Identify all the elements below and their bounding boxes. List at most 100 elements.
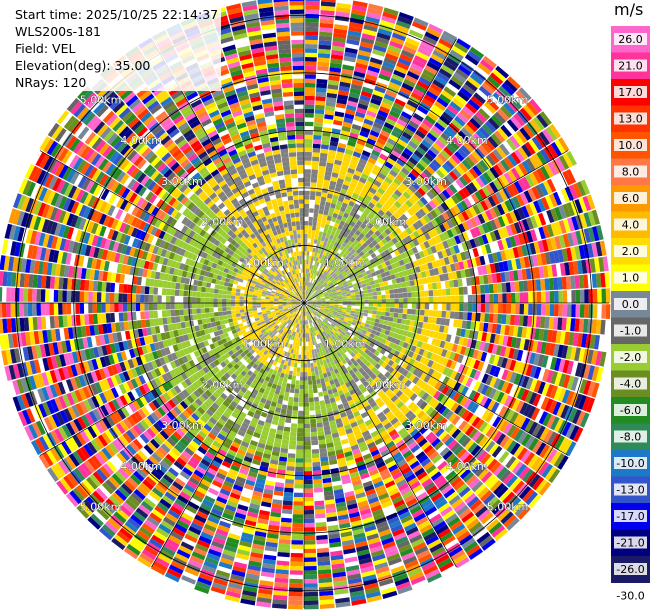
gate <box>289 257 293 262</box>
gate <box>86 476 98 490</box>
gate <box>131 227 139 238</box>
gate <box>143 164 154 175</box>
gate <box>184 378 192 387</box>
gate <box>271 88 282 94</box>
gate <box>5 349 13 365</box>
gate <box>265 233 271 240</box>
gate <box>260 89 271 96</box>
gate <box>401 82 414 92</box>
gate <box>291 300 296 302</box>
gate <box>162 232 170 241</box>
gate <box>313 270 317 275</box>
gate <box>421 139 432 149</box>
gate <box>137 268 144 277</box>
gate <box>75 291 80 302</box>
gate <box>206 371 214 379</box>
gate <box>344 255 350 261</box>
gate <box>137 108 150 120</box>
gate <box>267 336 273 342</box>
gate <box>362 286 368 291</box>
gate <box>49 207 59 221</box>
gate <box>319 278 323 283</box>
gate <box>102 110 115 124</box>
gate <box>219 280 225 286</box>
gate <box>494 130 506 143</box>
gate <box>263 36 277 43</box>
gate <box>300 268 303 273</box>
gate <box>275 292 280 295</box>
gate <box>132 438 143 450</box>
gate <box>390 263 397 269</box>
gate <box>140 199 149 210</box>
gate <box>266 291 272 294</box>
gate <box>107 401 117 413</box>
gate <box>230 232 237 240</box>
gate <box>239 187 248 195</box>
gate <box>329 284 334 288</box>
gate <box>162 382 170 392</box>
gate <box>320 144 329 150</box>
gate <box>111 473 124 486</box>
gate <box>544 278 550 291</box>
gate <box>61 150 73 164</box>
gate <box>173 359 181 368</box>
gate <box>328 225 334 231</box>
gate <box>176 374 185 383</box>
gate <box>313 239 318 244</box>
gate <box>280 65 292 72</box>
gate <box>420 122 431 132</box>
gate <box>274 308 279 311</box>
gate <box>162 339 169 348</box>
gate <box>239 274 245 280</box>
gate <box>300 229 304 234</box>
gate <box>246 242 252 248</box>
gate <box>146 214 155 224</box>
gate <box>297 297 301 301</box>
gate <box>426 190 435 200</box>
gate <box>110 375 119 387</box>
gate <box>128 402 137 413</box>
gate <box>278 205 285 212</box>
gate <box>349 87 361 95</box>
gate <box>37 388 46 403</box>
gate <box>163 181 173 191</box>
gate <box>267 218 274 224</box>
gate <box>287 195 294 201</box>
gate <box>248 291 254 295</box>
gate <box>188 367 196 376</box>
gate <box>270 294 275 297</box>
gate <box>135 229 143 239</box>
gate <box>91 153 102 166</box>
gate <box>483 101 497 114</box>
gate <box>127 117 140 129</box>
gate <box>154 271 161 280</box>
gate <box>163 324 169 332</box>
gate <box>185 132 196 142</box>
gate <box>233 258 239 264</box>
gate <box>187 296 192 303</box>
gate <box>231 287 237 292</box>
gate <box>143 336 150 345</box>
gate <box>480 200 489 211</box>
gate <box>510 281 516 293</box>
gate <box>259 85 271 92</box>
gate <box>360 222 367 230</box>
gate <box>411 181 420 191</box>
gate <box>598 257 605 272</box>
gate <box>374 118 385 126</box>
gate <box>220 276 226 282</box>
gate <box>66 303 72 315</box>
gate <box>421 205 430 215</box>
gate <box>281 288 286 293</box>
gate <box>195 330 202 338</box>
gate <box>191 373 199 382</box>
gate <box>519 292 525 303</box>
gate <box>159 417 169 427</box>
gate <box>283 279 288 284</box>
gate <box>203 328 210 335</box>
gate <box>275 114 285 120</box>
gate <box>464 268 471 278</box>
gate <box>246 83 259 91</box>
gate <box>465 184 475 195</box>
gate <box>398 170 408 179</box>
